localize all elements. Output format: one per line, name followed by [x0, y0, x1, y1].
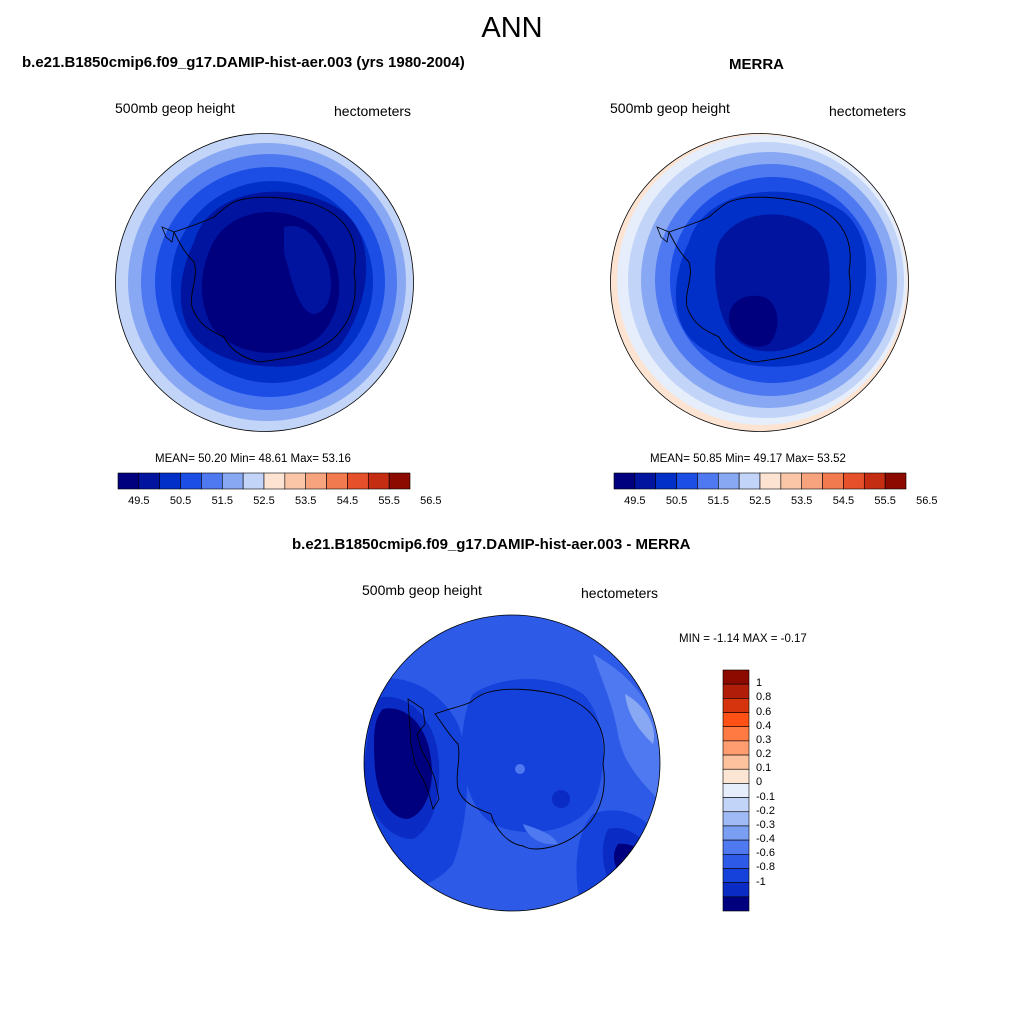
colorbar-box [388, 472, 411, 490]
colorbar-tick-label: 52.5 [749, 495, 771, 507]
model-panel-title: b.e21.B1850cmip6.f09_g17.DAMIP-hist-aer.… [22, 54, 465, 71]
colorbar-tick-label: 1 [756, 677, 763, 690]
colorbar-tick-label: 0.3 [756, 733, 772, 746]
colorbar-tick-label: -0.6 [756, 847, 775, 860]
colorbar-tick-label: 0.8 [756, 691, 772, 704]
colorbar-tick-label: 55.5 [874, 495, 896, 507]
colorbar-tick-label: 0.2 [756, 748, 772, 761]
colorbar-box [117, 472, 140, 490]
colorbar-box [305, 472, 327, 490]
colorbar-box [722, 811, 750, 827]
colorbar-tick-label: 52.5 [253, 495, 275, 507]
colorbar-tick-label: 51.5 [707, 495, 729, 507]
obs-panel-title: MERRA [729, 56, 784, 73]
colorbar-box [759, 472, 782, 490]
colorbar-tick-label: -0.2 [756, 804, 775, 817]
colorbar-tick-label: -1 [756, 875, 766, 888]
colorbar-box [780, 472, 803, 490]
colorbar-tick-label: 54.5 [336, 495, 359, 507]
colorbar-box [722, 726, 750, 742]
colorbar-box [722, 825, 750, 841]
colorbar-box [722, 740, 750, 756]
colorbar-box [722, 712, 750, 728]
obs-polar-map [610, 133, 909, 432]
obs-colorbar [613, 472, 907, 490]
model-stats: MEAN= 50.20 Min= 48.61 Max= 53.16 [155, 453, 351, 465]
diff-stats: MIN = -1.14 MAX = -0.17 [679, 633, 807, 645]
colorbar-box [613, 472, 636, 490]
colorbar-box [738, 472, 761, 490]
colorbar-box [884, 472, 907, 490]
colorbar-tick-label: 49.5 [128, 495, 150, 507]
colorbar-box [676, 472, 698, 490]
colorbar-box [284, 472, 307, 490]
obs-stats: MEAN= 50.85 Min= 49.17 Max= 53.52 [650, 453, 846, 465]
colorbar-box [326, 472, 348, 490]
colorbar-tick-label: 0 [756, 776, 763, 789]
colorbar-tick-label: 50.5 [169, 495, 192, 507]
colorbar-box [722, 797, 750, 813]
obs-units-label: hectometers [829, 103, 907, 119]
colorbar-box [717, 472, 740, 490]
colorbar-box [722, 754, 750, 770]
diff-panel-title: b.e21.B1850cmip6.f09_g17.DAMIP-hist-aer.… [292, 536, 691, 553]
colorbar-tick-label: -0.3 [756, 818, 775, 831]
colorbar-box [801, 472, 823, 490]
colorbar-tick-label: -0.4 [756, 833, 775, 846]
colorbar-tick-label: -0.1 [756, 790, 775, 803]
colorbar-box [180, 472, 202, 490]
colorbar-box [863, 472, 886, 490]
colorbar-tick-label: 53.5 [790, 495, 813, 507]
colorbar-box [722, 683, 750, 699]
colorbar-tick-label: 0.6 [756, 705, 772, 718]
colorbar-tick-label: 55.5 [378, 495, 400, 507]
colorbar-box [697, 472, 719, 490]
model-polar-map [115, 133, 414, 432]
colorbar-tick-label: 54.5 [832, 495, 855, 507]
colorbar-box [722, 669, 750, 685]
colorbar-box [843, 472, 865, 490]
colorbar-box [722, 698, 750, 713]
colorbar-box [201, 472, 223, 490]
colorbar-box [722, 882, 750, 898]
diff-polar-map [363, 614, 661, 912]
colorbar-tick-label: 0.1 [756, 762, 772, 775]
colorbar-tick-label: 0.4 [756, 719, 772, 732]
colorbar-tick-label: 51.5 [211, 495, 233, 507]
model-colorbar [117, 472, 411, 490]
colorbar-box [263, 472, 286, 490]
model-units-label: hectometers [334, 103, 412, 119]
colorbar-box [822, 472, 844, 490]
colorbar-tick-label: 56.5 [420, 495, 442, 507]
colorbar-box [242, 472, 265, 490]
colorbar-box [722, 896, 750, 912]
colorbar-box [138, 472, 161, 490]
diff-colorbar [722, 669, 750, 912]
colorbar-tick-label: 49.5 [624, 495, 646, 507]
diff-variable-label: 500mb geop height [362, 582, 482, 598]
colorbar-tick-label: 50.5 [665, 495, 688, 507]
colorbar-box [722, 839, 750, 855]
colorbar-box [722, 868, 750, 883]
colorbar-box [634, 472, 657, 490]
diff-units-label: hectometers [581, 585, 659, 601]
colorbar-box [347, 472, 369, 490]
colorbar-tick-label: 53.5 [294, 495, 317, 507]
colorbar-tick-label: -0.8 [756, 861, 775, 874]
colorbar-box [655, 472, 677, 490]
colorbar-box [722, 768, 750, 784]
colorbar-box [722, 783, 750, 798]
colorbar-tick-label: 56.5 [916, 495, 938, 507]
figure-title: ANN [481, 12, 543, 44]
colorbar-box [221, 472, 244, 490]
colorbar-box [722, 853, 750, 869]
colorbar-box [159, 472, 181, 490]
model-variable-label: 500mb geop height [115, 100, 235, 116]
colorbar-box [367, 472, 390, 490]
obs-variable-label: 500mb geop height [610, 100, 730, 116]
